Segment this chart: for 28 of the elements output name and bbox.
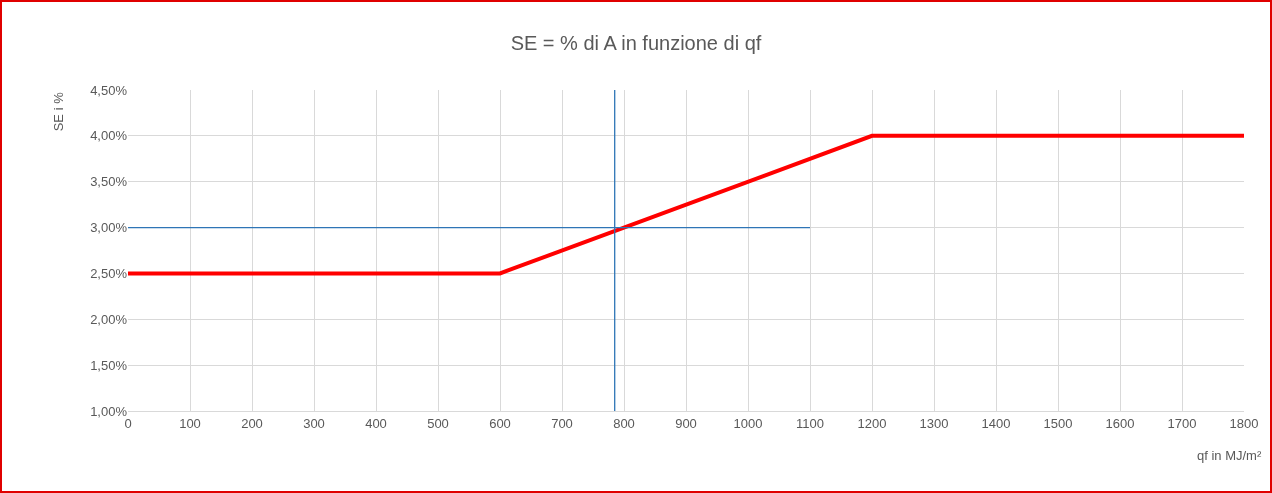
x-tick-label: 1800 [1229,415,1259,431]
y-axis-title: SE i % [51,91,67,132]
y-tick-label: 2,50% [90,265,128,281]
y-tick-label: 4,50% [90,82,128,98]
x-tick-label: 1600 [1105,415,1135,431]
x-tick-label: 1200 [857,415,887,431]
y-tick-label: 1,50% [90,357,128,373]
y-tick-label: 2,00% [90,311,128,327]
y-tick-label: 3,50% [90,174,128,190]
x-tick-label: 1300 [919,415,949,431]
x-tick-label: 200 [241,415,263,431]
x-tick-label: 1100 [796,415,824,431]
y-tick-label: 4,00% [90,128,128,144]
x-tick-label: 400 [365,415,387,431]
x-tick-label: 100 [179,415,201,431]
y-tick-label: 3,00% [90,220,128,236]
x-tick-label: 1500 [1043,415,1073,431]
x-tick-label: 1400 [981,415,1011,431]
x-tick-label: 500 [427,415,449,431]
x-tick-label: 900 [675,415,697,431]
x-tick-label: 800 [613,415,635,431]
x-tick-label: 700 [551,415,573,431]
x-tick-label: 1000 [733,415,763,431]
x-tick-label: 1700 [1167,415,1197,431]
x-axis-title: qf in MJ/m² [1197,448,1262,463]
chart-title: SE = % di A in funzione di qf [510,32,762,55]
x-tick-label: 300 [303,415,325,431]
x-tick-label: 600 [489,415,511,431]
